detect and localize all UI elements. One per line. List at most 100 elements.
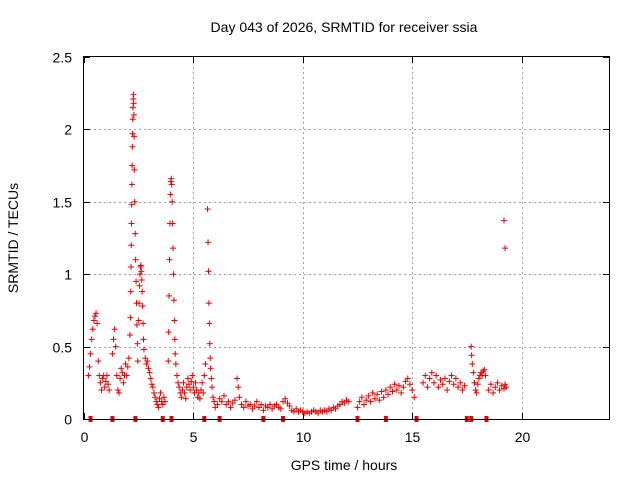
data-point xyxy=(206,320,213,327)
data-point xyxy=(105,381,112,388)
data-point xyxy=(211,398,218,405)
data-point xyxy=(131,198,138,205)
data-point xyxy=(165,329,172,336)
data-point xyxy=(437,376,444,383)
data-point xyxy=(472,387,479,394)
data-point xyxy=(446,378,453,385)
data-point xyxy=(189,372,196,379)
data-point xyxy=(134,340,141,347)
data-point xyxy=(494,379,501,386)
data-point xyxy=(131,166,138,173)
data-point xyxy=(501,217,507,224)
tick-labels: 0 5 10 15 20 0 0.5 1 1.5 2 2.5 xyxy=(53,50,531,446)
x-axis-label: GPS time / hours xyxy=(291,457,398,473)
data-point xyxy=(167,191,174,198)
data-point xyxy=(91,313,98,320)
data-point xyxy=(153,398,160,405)
y-axis-label: SRMTID / TECUs xyxy=(5,183,21,293)
data-point xyxy=(139,288,146,295)
data-point xyxy=(201,372,208,379)
data-point xyxy=(503,384,510,391)
data-point xyxy=(106,387,113,394)
data-point xyxy=(471,379,478,386)
y-tick-label: 2.5 xyxy=(53,50,73,66)
data-point xyxy=(496,387,503,394)
data-point xyxy=(124,363,131,370)
y-tick-label: 2 xyxy=(64,122,72,138)
data-point xyxy=(424,384,431,391)
data-point xyxy=(452,375,459,382)
data-point xyxy=(128,201,135,208)
data-point xyxy=(207,355,214,362)
data-point xyxy=(404,375,411,382)
data-point xyxy=(365,392,372,399)
data-point xyxy=(137,271,143,278)
data-point xyxy=(132,256,139,263)
data-point xyxy=(161,398,168,405)
data-point xyxy=(146,369,153,376)
data-point xyxy=(282,395,289,402)
data-point xyxy=(130,111,137,118)
data-point xyxy=(398,389,405,396)
data-point xyxy=(378,388,385,395)
data-point xyxy=(444,387,451,394)
data-point xyxy=(371,395,378,402)
data-point xyxy=(196,395,203,402)
data-point xyxy=(137,262,144,269)
data-point xyxy=(112,343,119,350)
data-point xyxy=(134,358,141,365)
data-points xyxy=(85,91,510,422)
data-point xyxy=(184,375,191,382)
data-point xyxy=(385,391,392,398)
data-point xyxy=(129,130,136,137)
data-point xyxy=(128,263,135,270)
data-point xyxy=(120,379,127,386)
data-point xyxy=(126,332,133,339)
data-point xyxy=(393,387,400,394)
x-tick-label: 5 xyxy=(190,429,198,445)
data-point xyxy=(192,379,199,386)
data-point xyxy=(200,389,207,396)
data-point xyxy=(128,181,135,188)
data-point xyxy=(231,397,238,404)
data-point xyxy=(251,402,258,409)
data-point xyxy=(389,388,396,395)
data-point xyxy=(461,382,468,389)
data-point xyxy=(127,288,134,295)
data-point xyxy=(157,389,164,396)
data-point xyxy=(136,282,143,289)
plot-frame xyxy=(83,56,610,420)
data-point xyxy=(502,245,509,252)
data-point xyxy=(118,365,125,372)
data-point xyxy=(127,314,134,321)
data-point xyxy=(160,394,167,401)
data-point xyxy=(435,384,442,391)
data-point xyxy=(485,387,492,394)
data-point xyxy=(109,350,116,357)
data-point xyxy=(367,398,374,405)
data-point xyxy=(175,379,182,386)
data-point xyxy=(90,317,97,324)
data-point xyxy=(130,100,137,107)
data-point xyxy=(396,382,402,389)
data-point xyxy=(409,387,416,394)
data-point xyxy=(391,381,398,388)
data-point xyxy=(492,384,499,391)
data-point xyxy=(286,402,293,409)
data-point xyxy=(205,268,212,275)
x-tick-label: 20 xyxy=(515,429,531,445)
data-point xyxy=(133,278,140,285)
data-point xyxy=(171,317,178,324)
y-tick-label: 0.5 xyxy=(53,340,73,356)
data-point xyxy=(428,369,435,376)
data-point xyxy=(130,104,136,111)
data-point xyxy=(247,401,254,408)
data-point xyxy=(266,401,273,408)
data-point xyxy=(258,401,265,408)
data-point xyxy=(110,336,117,343)
data-point xyxy=(210,394,217,401)
data-point xyxy=(363,397,370,404)
data-point xyxy=(166,256,173,263)
data-point xyxy=(140,320,147,327)
data-point xyxy=(152,394,159,401)
